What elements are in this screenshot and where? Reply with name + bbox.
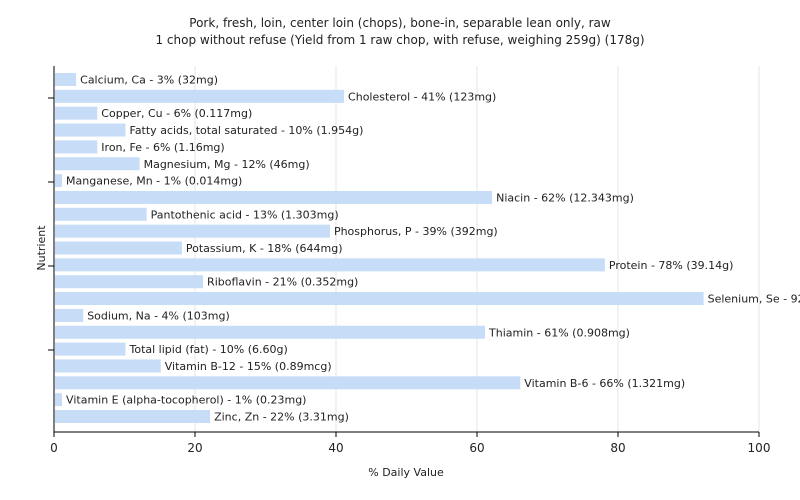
bar — [55, 308, 84, 322]
bar-label: Niacin - 62% (12.343mg) — [496, 191, 634, 204]
bar — [55, 106, 98, 120]
chart-title: Pork, fresh, loin, center loin (chops), … — [189, 16, 611, 30]
x-tick-label: 80 — [610, 441, 625, 455]
bar-label: Riboflavin - 21% (0.352mg) — [207, 276, 358, 289]
bar-label: Thiamin - 61% (0.908mg) — [488, 326, 630, 339]
bar-label: Zinc, Zn - 22% (3.31mg) — [214, 411, 349, 424]
bar-label: Magnesium, Mg - 12% (46mg) — [144, 158, 310, 171]
bar-label: Fatty acids, total saturated - 10% (1.95… — [130, 124, 364, 137]
bar — [55, 224, 330, 238]
bar — [55, 376, 521, 390]
bar — [55, 241, 182, 255]
bar-label: Total lipid (fat) - 10% (6.60g) — [129, 343, 288, 356]
x-tick-label: 100 — [748, 441, 771, 455]
bar — [55, 190, 493, 204]
bar-label: Potassium, K - 18% (644mg) — [186, 242, 343, 255]
bar-label: Vitamin B-6 - 66% (1.321mg) — [524, 377, 685, 390]
bar — [55, 123, 126, 137]
bars-group: Calcium, Ca - 3% (32mg) Cholesterol - 41%… — [55, 73, 800, 424]
bar-label: Pantothenic acid - 13% (1.303mg) — [151, 208, 339, 221]
bar — [55, 258, 605, 272]
bar — [55, 207, 147, 221]
bar — [55, 89, 345, 103]
bar — [55, 73, 77, 86]
chart-subtitle: 1 chop without refuse (Yield from 1 raw … — [155, 33, 644, 47]
bar — [55, 359, 161, 373]
grid-lines — [194, 66, 760, 432]
bar-label: Calcium, Ca - 3% (32mg) — [80, 74, 218, 87]
bar-label: Cholesterol - 41% (123mg) — [348, 90, 496, 103]
bar-label: Sodium, Na - 4% (103mg) — [87, 309, 230, 322]
bar-label: Phosphorus, P - 39% (392mg) — [334, 225, 498, 238]
axes-group: 0 20 40 60 80 100 — [48, 66, 770, 455]
bar — [55, 410, 211, 423]
bar-label: Vitamin E (alpha-tocopherol) - 1% (0.23m… — [66, 394, 306, 407]
bar — [55, 174, 63, 188]
bar — [55, 393, 63, 407]
bar — [55, 342, 126, 356]
x-tick-label: 60 — [469, 441, 484, 455]
x-tick-label: 20 — [187, 441, 202, 455]
bar — [55, 157, 140, 171]
bar-label: Selenium, Se - 92% (64.1mcg) — [708, 293, 800, 306]
bar-label: Manganese, Mn - 1% (0.014mg) — [66, 175, 242, 188]
bar-label: Iron, Fe - 6% (1.16mg) — [101, 141, 224, 154]
bar-label: Vitamin B-12 - 15% (0.89mcg) — [165, 360, 332, 373]
bar — [55, 325, 486, 339]
y-axis-label: Nutrient — [35, 225, 48, 271]
x-axis-label: % Daily Value — [368, 466, 444, 479]
bar-label: Copper, Cu - 6% (0.117mg) — [101, 107, 252, 120]
bar-label: Protein - 78% (39.14g) — [609, 259, 734, 272]
bar — [55, 292, 704, 306]
x-tick-label: 40 — [328, 441, 343, 455]
bar — [55, 275, 204, 289]
x-tick-label: 0 — [50, 441, 58, 455]
bar — [55, 140, 98, 154]
